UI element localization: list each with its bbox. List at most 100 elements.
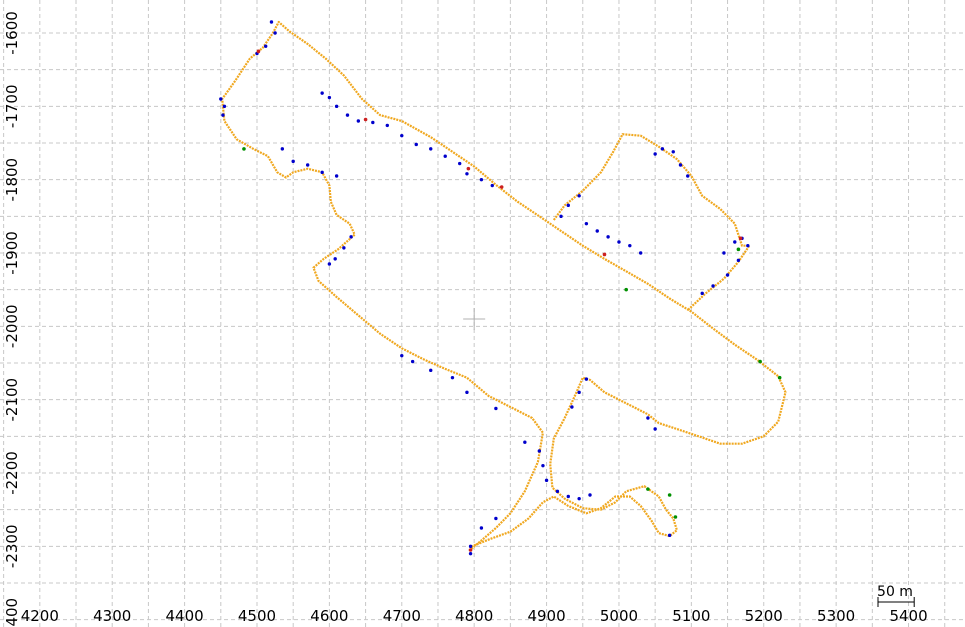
blue-point (653, 152, 657, 156)
x-tick-label: 5200 (745, 607, 783, 625)
y-tick-label: -2200 (3, 451, 21, 495)
blue-point (646, 416, 650, 420)
blue-point (450, 375, 455, 380)
blue-point (686, 174, 690, 178)
blue-point (385, 123, 390, 128)
red-point (468, 548, 473, 552)
x-tick-label: 5300 (817, 607, 855, 625)
blue-point (263, 44, 268, 48)
blue-point (678, 163, 683, 167)
blue-point (541, 463, 545, 468)
green-point (624, 287, 629, 292)
blue-point (722, 251, 726, 255)
blue-point (320, 170, 324, 175)
blue-point (559, 214, 563, 219)
blue-point (429, 368, 433, 373)
blue-point (345, 113, 350, 117)
blue-point (628, 243, 632, 248)
blue-point (736, 258, 741, 263)
blue-point (537, 449, 542, 453)
blue-point (457, 161, 462, 166)
blue-point (700, 291, 704, 296)
x-tick-label: 4500 (238, 607, 276, 625)
blue-point (291, 159, 295, 164)
blue-point (410, 359, 415, 364)
blue-point (523, 440, 527, 444)
blue-point (566, 494, 570, 499)
blue-point (570, 405, 574, 409)
y-axis-ticks: -1600 -1700 -1800 -1900 -2000 -2100 -2200 -2300… (3, 11, 21, 627)
blue-point (349, 235, 353, 239)
blue-point (221, 113, 225, 117)
x-axis-ticks: 4200 4300 4400 4500 4600 4700 4800 4900 5000 5100… (21, 607, 928, 625)
blue-point (327, 95, 332, 100)
red-point (738, 236, 743, 241)
x-tick-label: 5100 (672, 607, 710, 625)
blue-point (320, 91, 324, 95)
blue-point (494, 516, 498, 521)
blue-point (595, 229, 599, 233)
crosshair-marker (463, 308, 486, 330)
scale-bar-label: 50 m (877, 584, 913, 600)
blue-point (443, 154, 447, 158)
y-tick-label: -2300 (3, 525, 21, 569)
blue-point (584, 377, 589, 381)
blue-point (371, 120, 375, 125)
blue-point (280, 147, 285, 151)
blue-point (653, 427, 657, 431)
blue-point (711, 284, 715, 288)
x-tick-label: 4200 (21, 607, 59, 625)
green-point (673, 515, 678, 519)
green-point (777, 375, 782, 380)
y-tick-label: -2100 (3, 378, 21, 422)
y-tick-label: -1700 (3, 85, 21, 129)
red-point (363, 117, 368, 122)
y-tick-label: -1900 (3, 231, 21, 275)
blue-point (468, 544, 473, 549)
blue-point (577, 194, 581, 198)
x-tick-label: 4700 (383, 607, 421, 625)
x-tick-label: 5400 (889, 607, 927, 625)
blue-point (356, 119, 361, 123)
y-tick-label: -1800 (3, 158, 21, 202)
blue-point (577, 390, 581, 395)
x-tick-label: 4600 (310, 607, 348, 625)
blue-point (479, 526, 484, 530)
blue-point (219, 97, 223, 101)
blue-point (333, 257, 337, 261)
green-point (667, 493, 672, 497)
blue-point (429, 147, 433, 151)
blue-point (746, 243, 750, 248)
green-point (242, 147, 246, 151)
blue-point (588, 493, 592, 497)
blue-point (414, 142, 418, 147)
blue-point (584, 221, 589, 226)
blue-point (555, 489, 560, 494)
blue-point (273, 31, 277, 35)
blue-point (671, 150, 675, 154)
green-point (646, 487, 650, 491)
blue-point (400, 353, 404, 358)
x-tick-label: 4400 (166, 607, 204, 625)
blue-point (494, 406, 498, 411)
blue-point (400, 133, 404, 138)
blue-point (566, 203, 570, 208)
x-tick-label: 4300 (93, 607, 131, 625)
blue-point (334, 174, 339, 178)
scale-bar: 50 m (877, 584, 915, 607)
blue-point (334, 104, 339, 109)
green-point (736, 247, 741, 252)
blue-point (222, 104, 227, 109)
y-tick-label: -2400 (3, 598, 21, 627)
blue-point (342, 246, 346, 250)
red-point (602, 252, 607, 257)
blue-point (468, 551, 473, 556)
red-point (466, 166, 471, 171)
blue-point (667, 533, 672, 538)
point-series (219, 20, 782, 556)
track-line-main (221, 20, 787, 552)
blue-point (465, 390, 469, 395)
blue-point (606, 235, 610, 239)
